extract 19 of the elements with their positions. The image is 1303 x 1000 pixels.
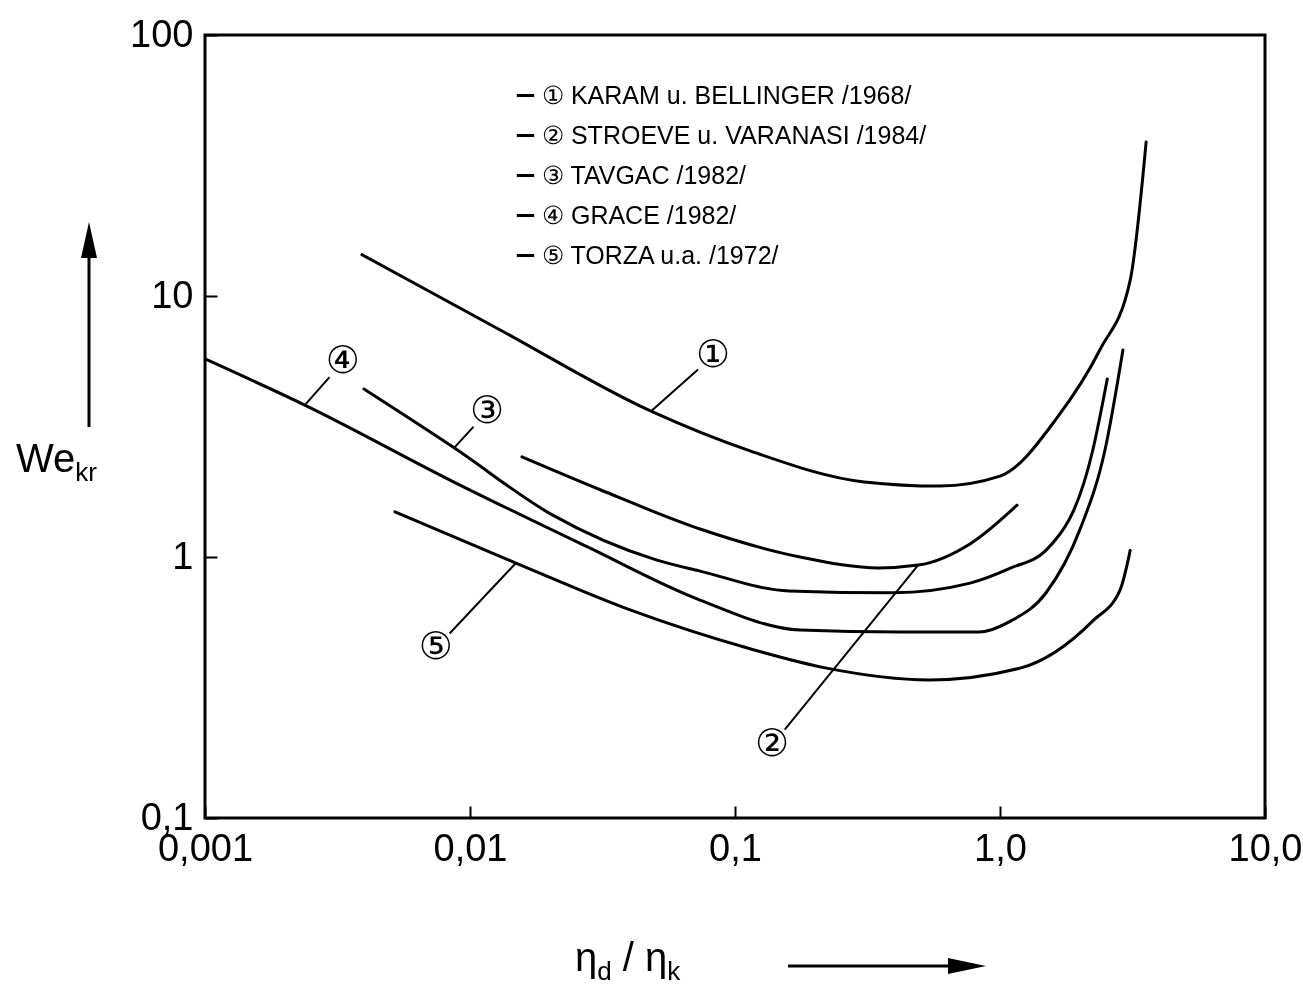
x-tick-label: 0,1 xyxy=(709,826,762,869)
annotation: ① xyxy=(695,332,731,377)
legend-label: ③ TAVGAC /1982/ xyxy=(542,160,747,189)
y-tick-label: 1 xyxy=(172,534,194,577)
legend-label: ① KARAM u. BELLINGER /1968/ xyxy=(542,80,912,109)
y-tick-label: 100 xyxy=(130,12,194,55)
x-tick-label: 1,0 xyxy=(974,826,1027,869)
annotation: ④ xyxy=(325,338,360,383)
y-tick-label: 10 xyxy=(151,273,194,316)
x-tick-label: 0,01 xyxy=(433,826,508,869)
y-axis-title: We$_{kr}$ xyxy=(16,436,97,488)
annotation: ⑤ xyxy=(418,624,453,669)
x-axis-title: η$_{d}$ / η$_{k}$ xyxy=(575,935,681,987)
x-tick-label: 10,0 xyxy=(1228,826,1303,869)
annotation: ③ xyxy=(470,387,505,432)
legend-label: ⑤ TORZA u.a. /1972/ xyxy=(542,240,779,269)
annotation: ② xyxy=(755,721,790,766)
legend-label: ② STROEVE u. VARANASI /1984/ xyxy=(542,120,927,149)
legend-label: ④ GRACE /1982/ xyxy=(542,200,737,229)
